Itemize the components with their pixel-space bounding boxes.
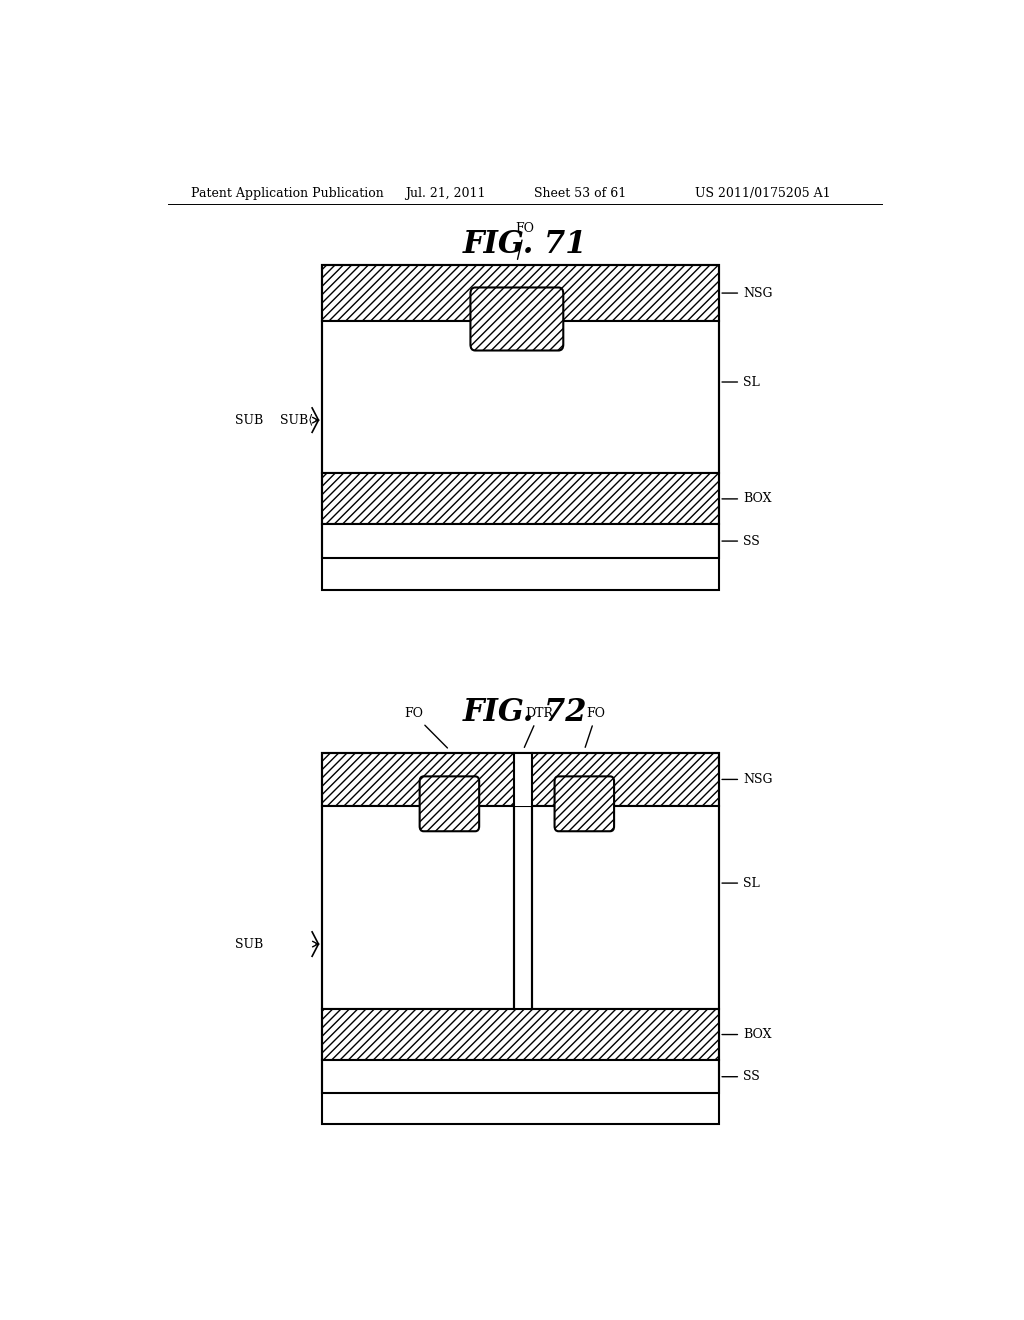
Bar (323, 1008, 719, 1060)
Text: FIG. 71: FIG. 71 (463, 230, 587, 260)
Bar (323, 474, 719, 524)
Bar (323, 1060, 719, 1093)
Bar (323, 752, 719, 805)
Text: Sheet 53 of 61: Sheet 53 of 61 (535, 187, 627, 201)
Bar (323, 265, 719, 321)
Text: Patent Application Publication: Patent Application Publication (191, 187, 384, 201)
Text: FO: FO (404, 708, 447, 748)
Text: SUB: SUB (234, 413, 263, 426)
Text: SL: SL (722, 375, 760, 388)
Text: FO: FO (515, 222, 535, 259)
Bar (323, 752, 719, 1125)
Text: FO: FO (585, 708, 606, 747)
Bar (323, 752, 719, 805)
FancyBboxPatch shape (420, 776, 479, 832)
Text: SS: SS (722, 535, 760, 548)
Bar (323, 474, 719, 524)
Text: Jul. 21, 2011: Jul. 21, 2011 (406, 187, 485, 201)
Text: DTR: DTR (524, 708, 553, 747)
Text: SUB: SUB (234, 937, 263, 950)
FancyBboxPatch shape (555, 776, 614, 832)
Text: BOX: BOX (722, 1028, 771, 1041)
Bar (323, 265, 719, 590)
Text: US 2011/0175205 A1: US 2011/0175205 A1 (695, 187, 830, 201)
Bar (323, 265, 719, 321)
Text: FIG. 72: FIG. 72 (463, 697, 587, 727)
Bar (531, 805, 719, 1008)
Text: BOX: BOX (722, 492, 771, 506)
Text: SUB⟨: SUB⟨ (280, 413, 313, 426)
Bar (514, 752, 531, 805)
Bar (323, 1008, 719, 1060)
Text: NSG: NSG (722, 286, 772, 300)
Text: SL: SL (722, 876, 760, 890)
Text: SS: SS (722, 1071, 760, 1084)
Bar (323, 524, 719, 558)
Text: NSG: NSG (722, 774, 772, 785)
Bar (323, 321, 719, 474)
FancyBboxPatch shape (470, 288, 563, 351)
Bar (323, 805, 514, 1008)
